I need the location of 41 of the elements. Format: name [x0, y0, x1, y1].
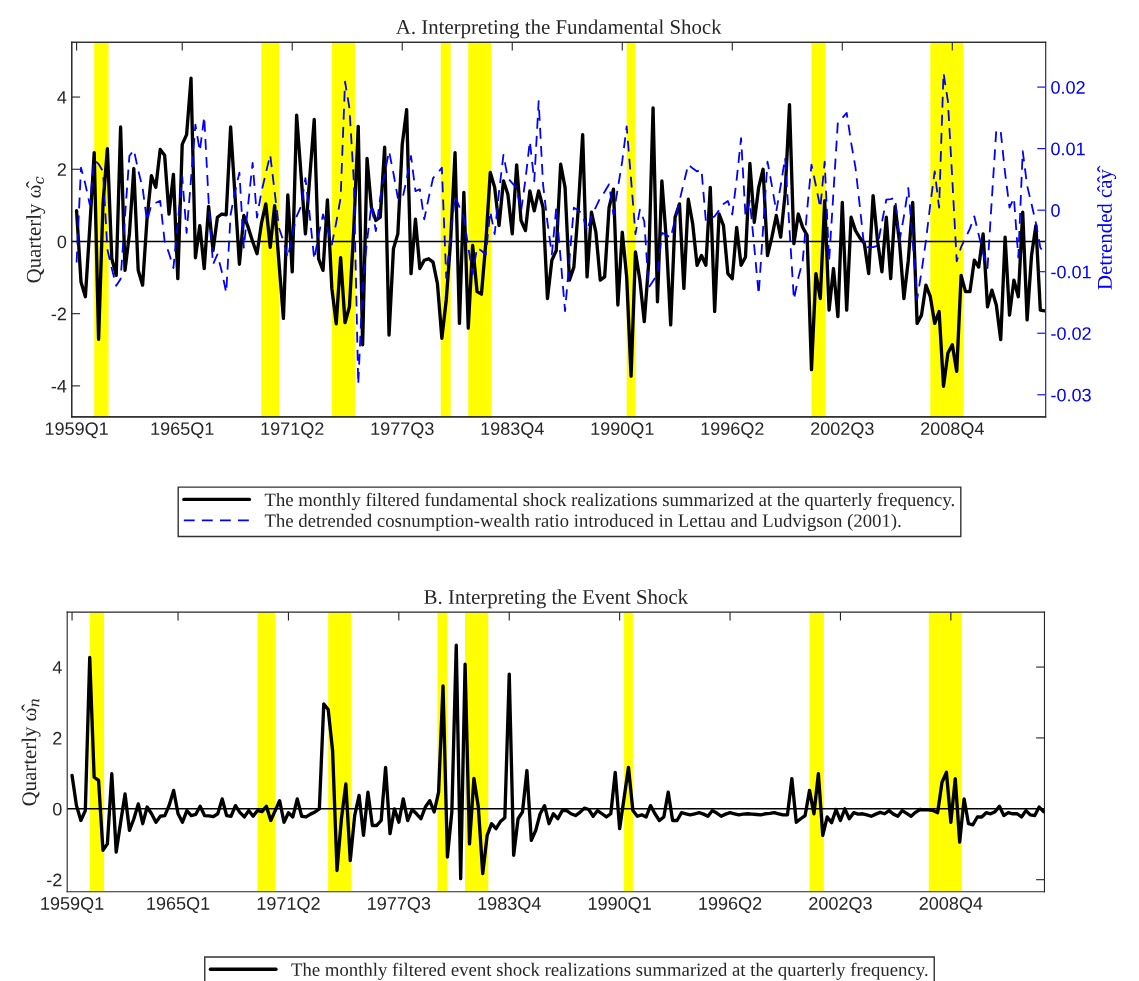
y-tick-label: 0: [53, 802, 62, 816]
y-tick-label: -2: [47, 873, 62, 887]
legend-label: The monthly filtered fundamental shock realizations summarized at the quarterly frequency.: [264, 492, 954, 510]
x-tick-label: 1977Q3: [371, 422, 434, 439]
x-tick-label: 1990Q1: [588, 897, 651, 914]
x-tick-label: 2008Q4: [921, 422, 984, 439]
x-tick-label: 2002Q3: [811, 422, 874, 439]
x-tick-label: 1996Q2: [699, 897, 762, 914]
y-tick-label: -4: [51, 380, 67, 393]
x-tick-label: 1965Q1: [147, 897, 210, 914]
y-axis-title: Quarterly ω̂$_{n}$: [21, 699, 41, 806]
x-tick-label: 1996Q2: [701, 422, 764, 439]
chart-title: B. Interpreting the Event Shock: [424, 589, 689, 609]
x-tick-label: 1983Q4: [481, 422, 544, 439]
chart-title: A. Interpreting the Fundamental Shock: [396, 19, 722, 39]
y-tick-label: -2: [51, 307, 66, 321]
x-tick-label: 1965Q1: [151, 422, 214, 439]
x-tick-label: 1990Q1: [591, 422, 654, 439]
x-tick-label: 1971Q2: [261, 422, 324, 439]
y-tick-label: 0: [57, 235, 67, 249]
x-tick-label: 1983Q4: [478, 897, 541, 914]
y2-tick-label: 0.01: [1051, 142, 1085, 156]
y-tick-label: 4: [57, 91, 67, 104]
y-tick-label: 4: [52, 661, 62, 674]
y2-tick-label: 0.02: [1051, 81, 1085, 94]
x-tick-label: 1959Q1: [45, 422, 108, 439]
y-tick-label: 2: [53, 731, 62, 745]
x-tick-label: 1977Q3: [368, 897, 431, 914]
y-axis-title: Quarterly ω̂$_{c}$: [26, 176, 46, 283]
y2-axis-title: Detrended ĉâŷ: [1097, 165, 1117, 290]
x-tick-label: 2002Q3: [809, 897, 872, 914]
y2-tick-label: -0.01: [1051, 265, 1091, 279]
legend-label: The monthly filtered event shock realizations summarized at the quarterly frequency.: [291, 962, 928, 980]
legend-label: The detrended cosnumption-wealth ratio introduced in Lettau and Ludvigson (2001).: [264, 513, 901, 531]
y2-tick-label: -0.03: [1051, 388, 1091, 402]
y2-tick-label: 0: [1051, 204, 1060, 217]
x-tick-label: 1959Q1: [41, 897, 104, 914]
x-tick-label: 1971Q2: [257, 897, 320, 914]
x-tick-label: 2008Q4: [919, 897, 983, 914]
y2-tick-label: -0.02: [1051, 327, 1091, 340]
y-tick-label: 2: [57, 163, 66, 176]
